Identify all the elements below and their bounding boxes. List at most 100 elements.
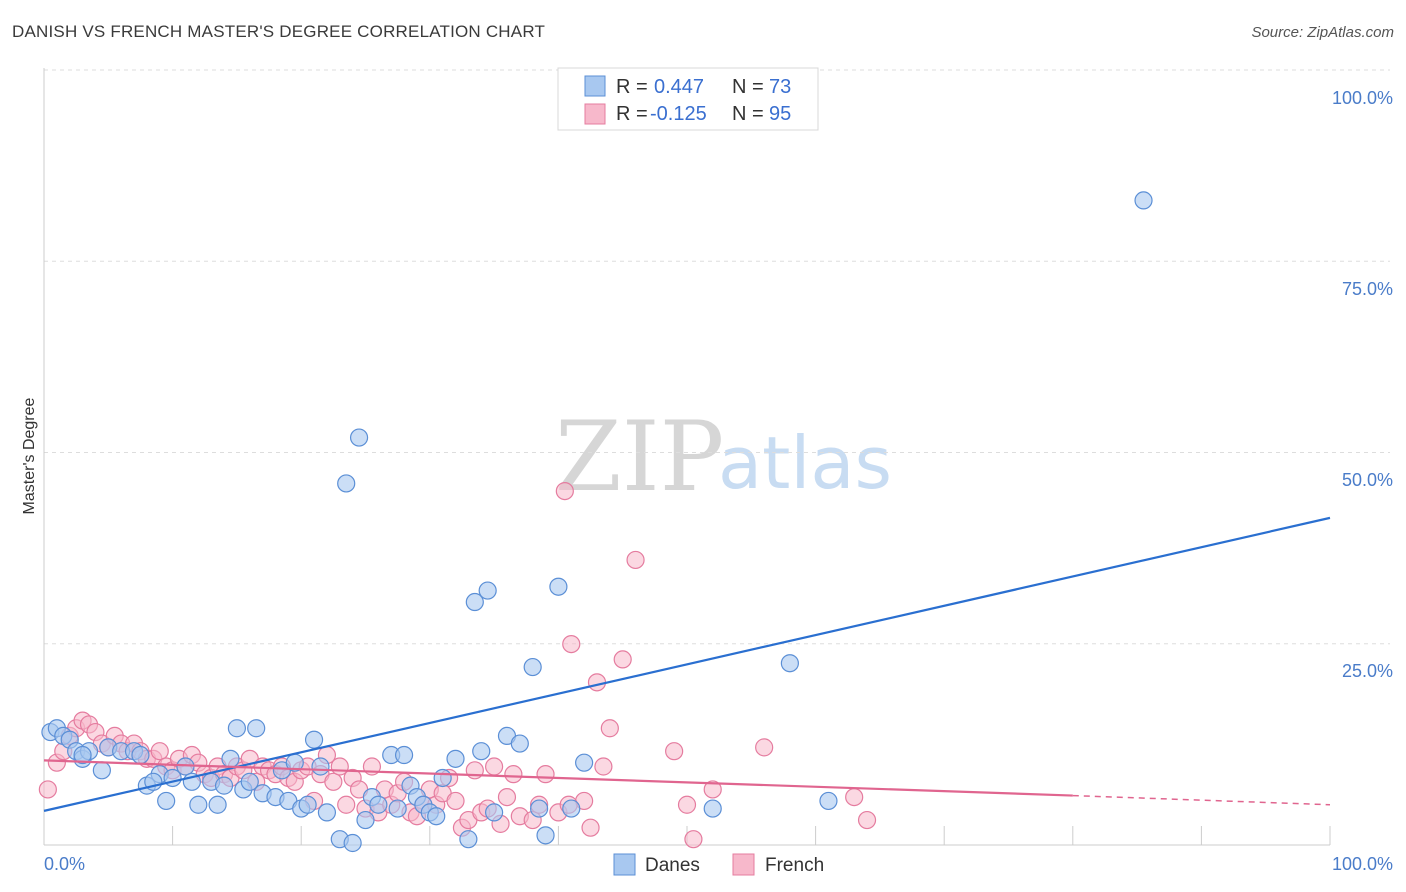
chart-title: DANISH VS FRENCH MASTER'S DEGREE CORRELA… [12,22,546,41]
french-point-93 [857,810,877,830]
danes-point-47 [394,745,414,765]
danes-point-69 [780,654,799,673]
french-point-92 [845,787,864,807]
danes-point-24 [227,719,246,738]
legend-n-label-french: N = [732,103,764,125]
danes-point-7 [92,761,111,780]
french-point-85 [613,650,632,669]
danes-point-64 [536,826,555,845]
bottom-legend: Danes French [613,853,824,876]
danes-point-55 [459,830,478,849]
danes-point-46 [388,799,407,818]
french-point-88 [677,795,697,814]
danes-point-62 [523,657,542,677]
french-point-84 [600,719,619,738]
danes-point-26 [240,772,259,791]
danes-point-21 [208,795,227,814]
y-tick-label-100: 100.0% [1332,88,1393,108]
danes-point-66 [562,799,581,818]
danes-point-52 [427,807,446,826]
danes-point-71 [819,791,838,811]
watermark-zip: ZIP [555,401,724,513]
danes-point-57 [472,742,491,761]
danes-point-63 [530,799,549,818]
danes-point-36 [311,757,330,776]
danes-point-59 [485,803,504,822]
x-tick-label-0: 0.0% [44,854,85,874]
legend-n-value-danes: 73 [769,76,791,98]
bottom-legend-swatch-french [732,853,755,876]
danes-point-22 [214,776,234,795]
danes-point-44 [369,795,388,814]
danes-point-42 [356,810,375,830]
legend-r-value-danes: 0.447 [654,76,704,98]
danes-point-40 [343,833,362,853]
trend-lines [43,516,1331,812]
y-tick-label-25: 25.0% [1342,661,1393,681]
watermark-atlas: atlas [718,421,892,505]
french-trend-line [43,759,1073,797]
french-point-63 [446,791,465,811]
x-tick-marks [43,826,1331,845]
legend-swatch-danes [584,75,606,97]
legend: R = 0.447 N = 73 R = -0.125 N = 95 [557,67,819,131]
danes-point-34 [298,795,317,814]
french-point-44 [324,772,343,791]
legend-r-label-danes: R = [616,76,648,98]
danes-point-23 [221,749,240,768]
legend-n-value-french: 95 [769,103,791,125]
danes-point-53 [433,768,452,788]
danes-point-19 [189,795,208,814]
gridlines [44,69,1390,645]
french-point-89 [684,830,703,849]
danes-point-54 [446,749,465,768]
french-point-76 [536,765,555,784]
source-credit: Source: ZipAtlas.com [1251,24,1394,41]
y-axis-label: Master's Degree [21,397,38,514]
french-point-46 [337,795,356,814]
french-trend-line-extension [1072,794,1331,806]
bottom-legend-swatch-danes [613,853,636,876]
danes-point-39 [337,474,356,493]
french-point-86 [626,550,645,570]
legend-swatch-french [584,103,606,125]
danes-point-37 [317,803,337,822]
y-tick-label-75: 75.0% [1342,279,1393,299]
danes-point-61 [510,734,529,753]
french-point-87 [665,742,684,761]
french-point-90 [703,780,722,799]
danes-trend-line [43,516,1331,812]
danes-point-15 [157,791,176,811]
legend-r-value-french: -0.125 [650,103,707,125]
french-point-79 [562,634,581,654]
danes-point-65 [549,577,568,596]
danes-point-67 [575,753,594,772]
danes-point-56 [465,592,484,612]
danes-point-27 [247,719,266,738]
danes-point-35 [304,730,324,749]
french-point-78 [555,482,574,501]
danes-point-72 [73,745,92,765]
x-tick-label-100: 100.0% [1332,854,1393,874]
bottom-legend-label-danes: Danes [645,855,700,876]
bottom-legend-label-french: French [765,855,824,876]
french-point-17 [150,742,169,761]
french-point-81 [581,818,600,837]
danes-point-68 [703,799,722,818]
french-point-91 [755,738,774,757]
danes-point-11 [131,745,150,765]
french-point-83 [594,757,613,776]
legend-n-label-danes: N = [732,76,764,98]
y-tick-label-50: 50.0% [1342,470,1393,490]
danes-point-58 [478,581,497,600]
french-point-72 [504,765,523,784]
legend-r-label-french: R = [616,103,648,125]
danes-series [41,191,1153,853]
french-point-0 [38,780,57,799]
danes-point-41 [349,428,369,447]
french-point-69 [485,757,504,776]
french-point-71 [497,787,517,807]
danes-point-70 [1134,191,1153,210]
french-point-82 [587,673,607,692]
